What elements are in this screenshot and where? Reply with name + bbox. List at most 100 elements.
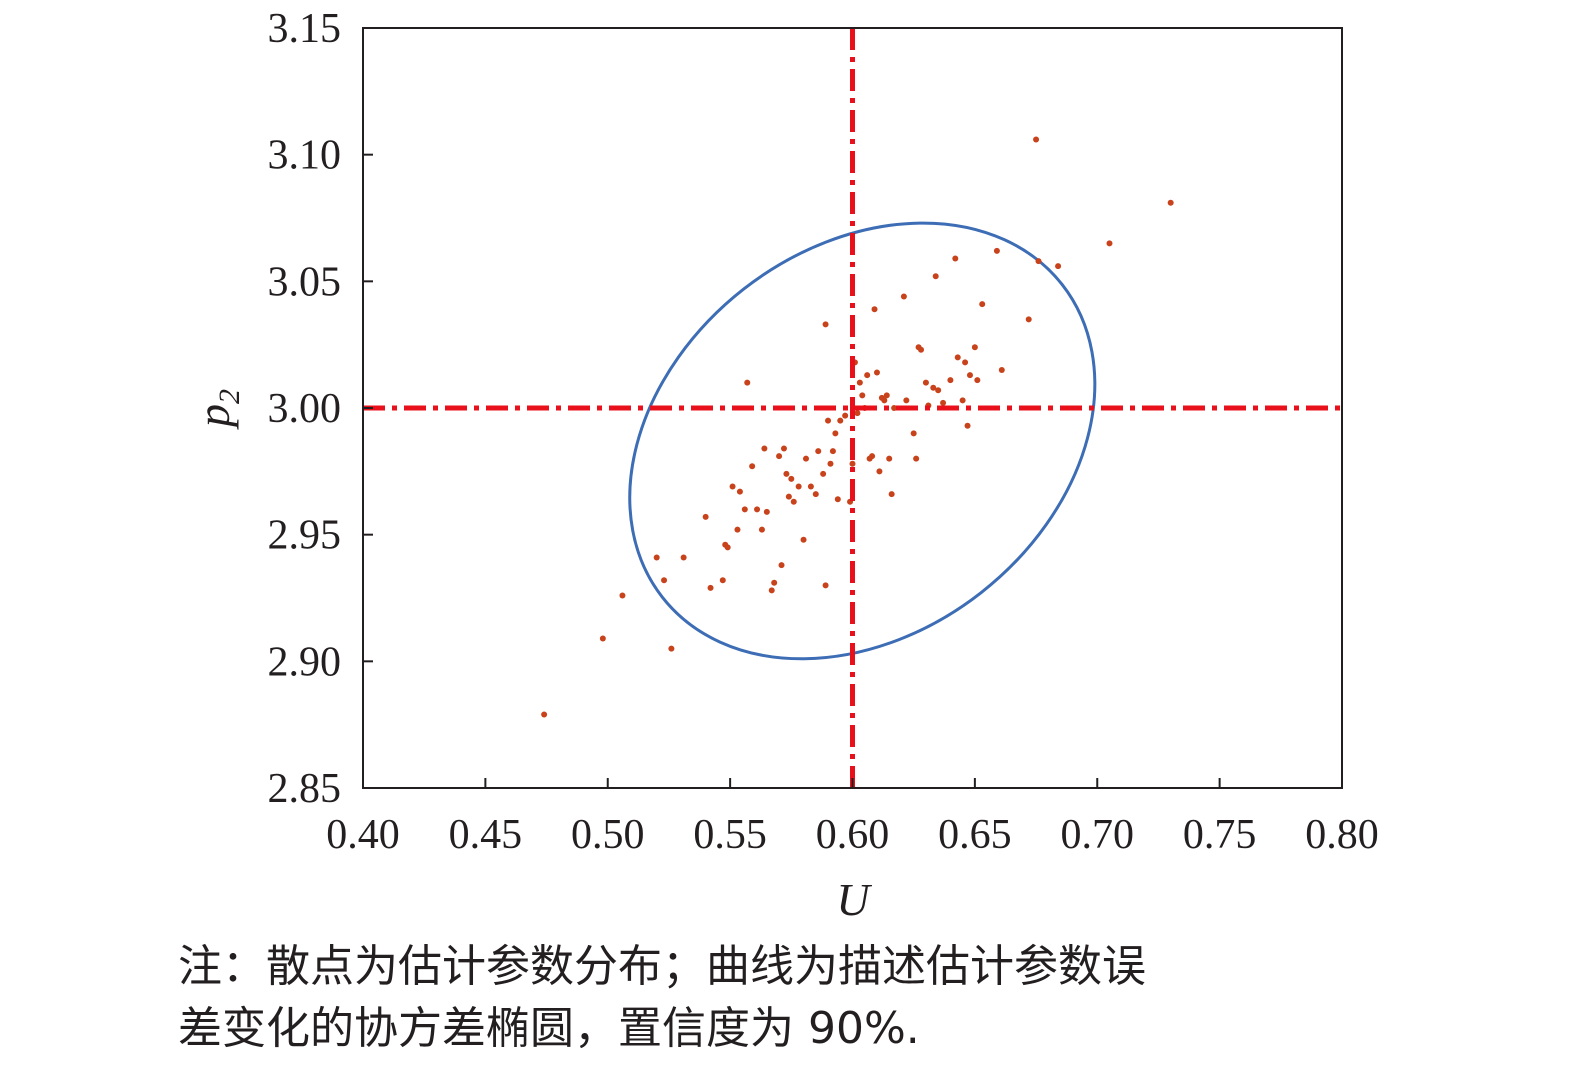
scatter-point bbox=[800, 536, 807, 543]
scatter-point bbox=[790, 498, 797, 505]
y-tick-label: 3.05 bbox=[268, 259, 342, 305]
scatter-point bbox=[952, 255, 959, 262]
scatter-point bbox=[754, 506, 761, 513]
x-tick-label: 0.50 bbox=[571, 812, 645, 858]
reference-lines bbox=[363, 28, 1342, 788]
y-axis-title: p2 bbox=[188, 389, 246, 430]
scatter-point bbox=[918, 346, 925, 353]
scatter-point bbox=[849, 460, 856, 467]
scatter-point bbox=[599, 635, 606, 642]
scatter-point bbox=[763, 508, 770, 515]
scatter-point bbox=[829, 448, 836, 455]
scatter-point bbox=[932, 273, 939, 280]
scatter-point bbox=[761, 445, 768, 452]
scatter-point bbox=[974, 377, 981, 384]
scatter-point bbox=[971, 344, 978, 351]
x-tick-label: 0.80 bbox=[1305, 812, 1379, 858]
scatter-point bbox=[940, 399, 947, 406]
svg-text:p2: p2 bbox=[188, 389, 246, 430]
scatter-point bbox=[1033, 136, 1040, 143]
scatter-point bbox=[788, 475, 795, 482]
scatter-point bbox=[834, 496, 841, 503]
scatter-point bbox=[856, 379, 863, 386]
scatter-point bbox=[771, 579, 778, 586]
y-tick-label: 2.95 bbox=[268, 513, 342, 559]
scatter-point bbox=[780, 445, 787, 452]
x-tick-label: 0.70 bbox=[1061, 812, 1135, 858]
scatter-point bbox=[724, 544, 731, 551]
scatter-points bbox=[541, 136, 1174, 718]
scatter-point bbox=[778, 562, 785, 569]
scatter-point bbox=[873, 369, 880, 376]
scatter-point bbox=[993, 247, 1000, 254]
scatter-point bbox=[802, 455, 809, 462]
x-tick-label: 0.75 bbox=[1183, 812, 1257, 858]
scatter-point bbox=[876, 468, 883, 475]
scatter-point bbox=[815, 448, 822, 455]
scatter-point bbox=[785, 493, 792, 500]
figure-caption: 注：散点为估计参数分布；曲线为描述估计参数误 差变化的协方差椭圆，置信度为 90… bbox=[178, 936, 1438, 1060]
x-tick-label: 0.65 bbox=[938, 812, 1012, 858]
scatter-point bbox=[954, 354, 961, 361]
scatter-point bbox=[741, 506, 748, 513]
scatter-point bbox=[668, 645, 675, 652]
scatter-point bbox=[864, 372, 871, 379]
y-tick-label: 3.15 bbox=[268, 6, 342, 52]
scatter-point bbox=[744, 379, 751, 386]
caption-line-2: 差变化的协方差椭圆，置信度为 90%. bbox=[178, 1003, 920, 1054]
scatter-point bbox=[768, 587, 775, 594]
scatter-point bbox=[913, 455, 920, 462]
scatter-point bbox=[783, 470, 790, 477]
scatter-point bbox=[734, 526, 741, 533]
scatter-point bbox=[964, 422, 971, 429]
scatter-point bbox=[1106, 240, 1113, 247]
scatter-point bbox=[891, 405, 898, 411]
scatter-point bbox=[922, 379, 929, 386]
scatter-point bbox=[837, 417, 844, 424]
scatter-point bbox=[758, 526, 765, 533]
scatter-point bbox=[869, 453, 876, 460]
scatter-point bbox=[883, 392, 890, 399]
scatter-point bbox=[680, 554, 687, 561]
scatter-point bbox=[807, 483, 814, 490]
scatter-point bbox=[729, 483, 736, 490]
scatter-point bbox=[903, 397, 910, 404]
scatter-point bbox=[966, 372, 973, 379]
scatter-point bbox=[871, 306, 878, 313]
scatter-point bbox=[881, 397, 888, 404]
axes bbox=[362, 27, 1343, 789]
y-axis-title-main: p bbox=[188, 404, 239, 430]
scatter-point bbox=[1167, 199, 1174, 206]
scatter-point bbox=[998, 367, 1005, 373]
scatter-point bbox=[822, 582, 829, 589]
scatter-point bbox=[749, 463, 756, 470]
scatter-point bbox=[707, 584, 714, 591]
scatter-point bbox=[812, 491, 819, 498]
y-tick-label: 3.10 bbox=[268, 133, 342, 179]
x-tick-label: 0.40 bbox=[326, 812, 400, 858]
scatter-point bbox=[947, 377, 954, 384]
scatter-point bbox=[959, 397, 966, 404]
scatter-point bbox=[930, 384, 937, 391]
scatter-point bbox=[1035, 258, 1042, 265]
scatter-point bbox=[888, 491, 895, 498]
scatter-point bbox=[900, 293, 907, 300]
covariance-ellipse-layer bbox=[628, 221, 1097, 661]
caption-line-1: 注：散点为估计参数分布；曲线为描述估计参数误 bbox=[178, 941, 1146, 992]
scatter-point bbox=[935, 387, 942, 394]
y-tick-label: 3.00 bbox=[268, 386, 342, 432]
scatter-point bbox=[820, 470, 827, 477]
scatter-point bbox=[719, 577, 726, 584]
scatter-point bbox=[825, 417, 832, 424]
x-tick-label: 0.45 bbox=[449, 812, 523, 858]
y-tick-label: 2.85 bbox=[268, 766, 342, 812]
scatter-point bbox=[854, 410, 861, 417]
scatter-point bbox=[832, 430, 839, 437]
scatter-point bbox=[653, 554, 660, 561]
scatter-point bbox=[776, 453, 783, 460]
tick-labels: 0.40 0.45 0.50 0.55 0.60 0.65 0.70 0.75 0.80 2.85… bbox=[268, 6, 1379, 858]
scatter-point bbox=[859, 392, 866, 399]
scatter-point bbox=[619, 592, 626, 599]
scatter-point bbox=[1025, 316, 1032, 323]
